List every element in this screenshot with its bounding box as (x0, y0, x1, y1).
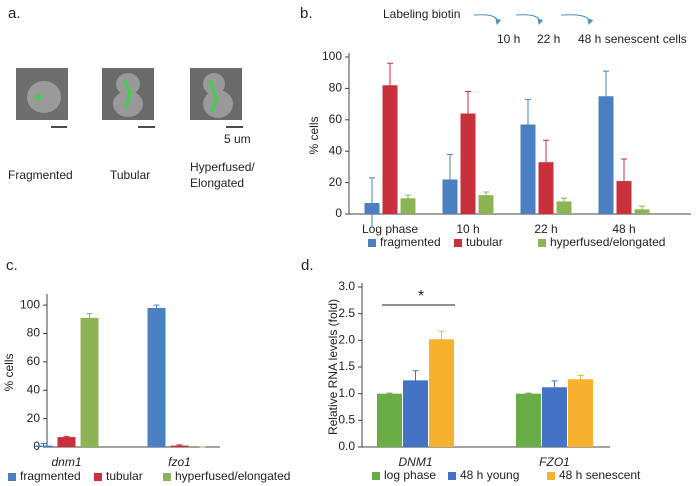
bar (556, 201, 572, 214)
cell (27, 81, 61, 113)
y-tick-label: 40 (27, 382, 41, 396)
y-tick-label: 0 (335, 206, 342, 220)
bar (147, 307, 166, 447)
x-tick-label: 10 h (456, 222, 479, 236)
legend-swatch (448, 472, 456, 480)
y-axis-label: % cells (2, 353, 16, 391)
y-tick-label: 100 (20, 297, 40, 311)
x-tick-label: DNM1 (398, 455, 432, 469)
bar (57, 437, 76, 447)
y-tick-label: 100 (322, 49, 342, 63)
scale-label: 5 um (224, 132, 251, 146)
legend-label: hyperfused/elongated (175, 469, 290, 483)
legend-swatch (547, 472, 555, 480)
panel-label: d. (301, 257, 314, 274)
panel-label: a. (8, 5, 21, 22)
bar (520, 124, 536, 214)
y-tick-label: 1.5 (338, 359, 355, 373)
caption: Elongated (190, 176, 244, 190)
cell (203, 73, 225, 95)
bar (382, 85, 398, 214)
legend-swatch (8, 473, 16, 481)
bar (403, 380, 428, 447)
cell (116, 73, 140, 95)
x-tick-label: 48 h (612, 222, 635, 236)
bar (568, 379, 593, 447)
y-tick-label: 60 (27, 354, 41, 368)
y-tick-label: 20 (329, 175, 343, 189)
legend-label: fragmented (20, 469, 81, 483)
y-tick-label: 2.0 (338, 333, 355, 347)
arrow (515, 14, 544, 25)
bar (478, 195, 494, 214)
legend-swatch (454, 239, 462, 247)
x-tick-label: fzo1 (168, 455, 191, 469)
y-tick-label: 80 (27, 326, 41, 340)
bar (634, 209, 650, 214)
legend-label: fragmented (380, 235, 441, 249)
y-tick-label: 0.0 (338, 439, 355, 453)
legend-swatch (538, 239, 546, 247)
x-tick-label: dnm1 (51, 455, 81, 469)
mito (35, 94, 41, 100)
mito (208, 79, 218, 113)
y-tick-label: 0.5 (338, 413, 355, 427)
bar (516, 393, 541, 447)
panel-label: b. (300, 5, 313, 22)
annotation: * (418, 288, 424, 305)
x-tick-label: FZO1 (539, 455, 570, 469)
annotation: 22 h (537, 32, 560, 46)
legend-swatch (368, 239, 376, 247)
mito (122, 79, 132, 109)
bar (429, 339, 454, 447)
x-tick-label: Log phase (362, 222, 418, 236)
bar (538, 162, 554, 214)
y-tick-label: 80 (329, 81, 343, 95)
caption: Tubular (110, 168, 150, 182)
arrow (560, 14, 594, 25)
y-tick-label: 40 (329, 143, 343, 157)
bar (170, 445, 189, 447)
bar (598, 96, 614, 214)
annotation: 10 h (497, 32, 520, 46)
bar (542, 387, 567, 447)
bar (34, 445, 53, 447)
legend-swatch (372, 472, 380, 480)
y-tick-label: 1.0 (338, 386, 355, 400)
cell (203, 90, 233, 118)
bar (442, 179, 458, 214)
legend-label: tubular (106, 469, 143, 483)
annotation: Labeling biotin (383, 7, 460, 21)
bar (364, 203, 380, 214)
y-tick-label: 20 (27, 411, 41, 425)
bar (616, 181, 632, 214)
legend-swatch (163, 473, 171, 481)
legend-swatch (94, 473, 102, 481)
bar (400, 198, 416, 214)
bar (377, 393, 402, 447)
legend-label: 48 h senescent (559, 468, 641, 482)
legend-label: tubular (466, 235, 503, 249)
y-axis-label: % cells (307, 116, 321, 154)
legend-label: 48 h young (460, 468, 519, 482)
arrow (473, 14, 502, 25)
annotation: 48 h senescent cells (578, 32, 687, 46)
caption: Fragmented (8, 168, 73, 182)
x-tick-label: 22 h (534, 222, 557, 236)
panel-label: c. (6, 257, 18, 274)
legend-label: hyperfused/elongated (550, 235, 665, 249)
legend-label: log phase (384, 468, 436, 482)
y-tick-label: 3.0 (338, 279, 355, 293)
y-tick-label: 60 (329, 112, 343, 126)
bar (460, 113, 476, 214)
y-axis-label: Relative RNA levels (fold) (326, 299, 340, 435)
caption: Hyperfused/ (190, 160, 255, 174)
bar (80, 317, 99, 447)
y-tick-label: 2.5 (338, 306, 355, 320)
